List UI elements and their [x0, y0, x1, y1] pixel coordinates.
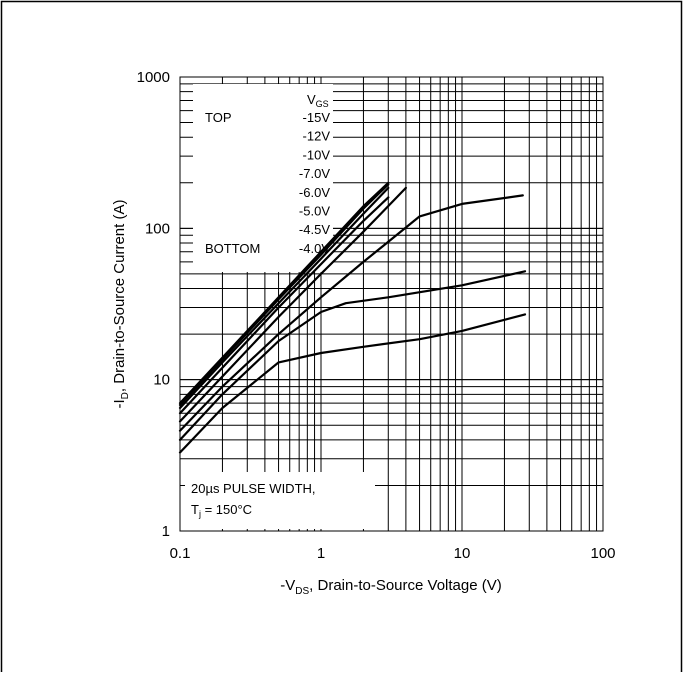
legend-header-subscript: GS	[316, 99, 329, 109]
y-axis-label: -ID, Drain-to-Source Current (A)	[111, 200, 131, 409]
pulse-annotation: 20µs PULSE WIDTH, Tj = 150°C	[191, 481, 316, 519]
legend-entry: -4.5V	[299, 222, 330, 237]
legend-bottom-label: BOTTOM	[205, 241, 260, 256]
annotation-line1: 20µs PULSE WIDTH,	[191, 481, 316, 496]
series-line-1	[178, 183, 390, 407]
annotation-line2-suffix: = 150°C	[201, 502, 252, 517]
series-line-2	[178, 186, 390, 410]
annotation-line2-subscript: j	[198, 509, 201, 519]
series-line-6	[178, 270, 527, 441]
legend: TOP BOTTOM VGS -15V -12V -10V -7.0V -6.0V -5.…	[205, 92, 330, 256]
series-line-0	[178, 181, 390, 405]
y-axis-label-subscript: D	[120, 392, 131, 399]
x-tick-label: 10	[454, 545, 471, 562]
label-masks	[185, 84, 375, 529]
annotation-background	[185, 472, 375, 529]
legend-header-prefix: V	[307, 92, 316, 107]
legend-top-label: TOP	[205, 110, 232, 125]
legend-entry: -7.0V	[299, 166, 330, 181]
y-tick-label: 1000	[137, 69, 170, 86]
legend-header: VGS	[307, 92, 329, 109]
series-line-5	[178, 194, 524, 432]
x-axis-label-prefix: -V	[280, 577, 295, 594]
legend-entry: -15V	[303, 110, 331, 125]
series-curves	[178, 181, 527, 454]
x-tick-label: 1	[317, 545, 325, 562]
legend-entry: -10V	[303, 147, 331, 162]
series-line-7	[178, 313, 527, 454]
x-axis-label-suffix: , Drain-to-Source Voltage (V)	[309, 577, 502, 594]
y-tick-label: 1	[162, 523, 170, 540]
legend-entry: -4.0V	[299, 241, 330, 256]
y-tick-label: 100	[145, 220, 170, 237]
x-tick-label: 100	[590, 545, 615, 562]
x-axis-label: -VDS, Drain-to-Source Voltage (V)	[280, 577, 502, 597]
y-axis-label-prefix: -I	[111, 399, 128, 408]
y-axis-label-suffix: , Drain-to-Source Current (A)	[111, 200, 128, 393]
legend-entry: -5.0V	[299, 204, 330, 219]
legend-entry: -6.0V	[299, 185, 330, 200]
annotation-line2: Tj = 150°C	[191, 502, 252, 519]
x-axis-label-subscript: DS	[295, 586, 309, 597]
annotation-line2-prefix: T	[191, 502, 199, 517]
legend-background	[193, 84, 333, 272]
legend-entry: -12V	[303, 129, 331, 144]
x-tick-label: 0.1	[170, 545, 191, 562]
series-line-4	[178, 186, 407, 423]
legend-entries: -15V -12V -10V -7.0V -6.0V -5.0V -4.5V -4.0V	[299, 110, 330, 256]
series-line-3	[178, 196, 390, 415]
y-tick-label: 10	[153, 372, 170, 389]
plot-border	[179, 76, 604, 532]
